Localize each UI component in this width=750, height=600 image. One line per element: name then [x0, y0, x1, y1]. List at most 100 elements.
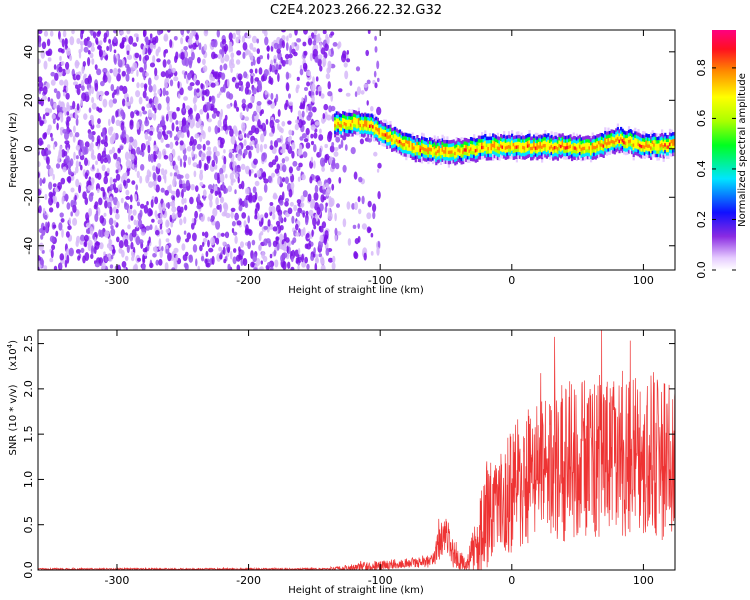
spectrogram-cell	[512, 146, 515, 150]
spectrogram-cell	[333, 151, 339, 157]
spectrogram-cell	[643, 135, 646, 139]
spectrogram-cell	[141, 143, 144, 153]
spectrogram-cell	[365, 49, 370, 57]
spectrogram-cell	[520, 156, 523, 160]
spectrogram-cell	[139, 209, 143, 218]
spectrogram-cell	[627, 133, 631, 137]
spectrogram-cell	[463, 148, 466, 152]
spectrogram-cell	[580, 150, 583, 155]
spectrogram-cell	[59, 79, 64, 86]
spectrogram-cell	[503, 154, 506, 159]
spectrogram-cell	[638, 133, 642, 137]
spectrogram-cell	[405, 136, 408, 140]
spectrogram-cell	[379, 127, 383, 131]
spectrogram-cell	[575, 133, 578, 138]
spectrogram-cell	[290, 105, 293, 113]
spectrogram-cell	[293, 204, 298, 212]
spectrogram-cell	[367, 200, 372, 208]
spectrogram-cell	[353, 123, 356, 128]
spectrogram-cell	[582, 156, 585, 161]
spectrogram-cell	[482, 155, 485, 160]
spectrogram-cell	[108, 99, 114, 108]
spectrogram-cell	[126, 96, 130, 103]
spectrogram-cell	[572, 132, 575, 137]
spectrogram-cell	[131, 180, 136, 185]
spectrogram-cell	[487, 136, 490, 141]
spectrogram-cell	[57, 155, 60, 164]
spectrogram-cell	[490, 136, 493, 140]
spectrogram-cell	[635, 141, 638, 146]
spectrogram-cell	[648, 151, 651, 155]
spectrogram-cell	[331, 159, 336, 165]
spectrogram-cell	[242, 258, 248, 266]
spectrogram-cell	[154, 67, 158, 77]
spectrogram-cell	[493, 137, 496, 142]
spectrogram-cell	[232, 256, 237, 265]
spectrogram-cell	[438, 145, 441, 150]
spectrogram-cell	[602, 140, 605, 145]
spectrogram-cell	[44, 107, 50, 113]
spectrogram-cell	[627, 139, 631, 144]
spectrogram-cell	[215, 156, 218, 165]
spectrogram-cell	[387, 138, 390, 143]
spectrogram-cell	[591, 146, 594, 150]
spectrogram-cell	[553, 139, 556, 143]
spectrogram-cell	[104, 230, 110, 238]
spectrogram-cell	[221, 48, 225, 58]
spectrogram-cell	[403, 132, 406, 137]
spectrogram-cell	[417, 155, 420, 159]
spectrogram-cell	[574, 149, 577, 154]
spectrogram-cell	[144, 54, 150, 61]
spectrogram-cell	[474, 152, 477, 156]
spectrogram-cell	[421, 153, 424, 157]
spectrogram-cell	[601, 146, 604, 151]
spectrogram-cell	[157, 103, 162, 111]
spectrogram-cell	[577, 142, 580, 147]
spectrogram-cell	[477, 139, 480, 143]
spectrogram-cell	[408, 140, 411, 144]
spectrogram-cell	[175, 140, 179, 146]
spectrogram-cell	[580, 137, 583, 141]
spectrogram-cell	[109, 176, 113, 185]
spectrogram-cell	[650, 132, 653, 137]
spectrogram-cell	[430, 147, 433, 152]
spectrogram-cell	[454, 148, 457, 152]
spectrogram-cell	[383, 129, 386, 134]
spectrogram-cell	[441, 158, 444, 162]
spectrogram-cell	[670, 149, 673, 154]
spectrogram-cell	[509, 145, 512, 150]
spectrogram-cell	[128, 213, 131, 223]
spectrogram-cell	[174, 260, 178, 270]
spectrogram-cell	[164, 175, 167, 184]
spectrogram-cell	[356, 111, 359, 116]
spectrogram-cell	[220, 137, 225, 145]
spectrogram-cell	[511, 153, 514, 158]
spectrogram-cell	[304, 94, 308, 103]
spectrogram-cell	[334, 130, 337, 134]
spectrogram-cell	[392, 127, 395, 131]
spectrogram-cell	[343, 121, 346, 126]
spectrogram-cell	[367, 136, 373, 143]
spectrogram-cell	[656, 150, 659, 154]
spectrogram-cell	[588, 146, 591, 150]
spectrogram-cell	[171, 67, 177, 73]
spectrogram-cell	[452, 142, 455, 147]
spectrogram-cell	[447, 153, 450, 158]
spectrogram-cell	[83, 46, 89, 53]
spectrogram-cell	[493, 141, 496, 145]
spectrogram-cell	[542, 137, 545, 141]
spectrogram-cell	[273, 58, 276, 64]
spectrogram-cell	[348, 129, 351, 133]
colorbar-tick-label: 0.8	[695, 59, 708, 77]
spectrogram-cell	[631, 150, 634, 155]
spectrogram-cell	[616, 137, 619, 141]
spectrogram-cell	[270, 92, 274, 100]
spectrogram-cell	[498, 150, 501, 154]
spectrogram-cell	[269, 253, 273, 259]
spectrogram-cell	[359, 130, 362, 134]
spectrogram-cell	[520, 153, 523, 157]
spectrogram-cell	[97, 30, 102, 35]
spectrogram-cell	[517, 151, 520, 156]
spectrogram-cell	[495, 145, 498, 149]
spectrogram-cell	[357, 131, 360, 135]
